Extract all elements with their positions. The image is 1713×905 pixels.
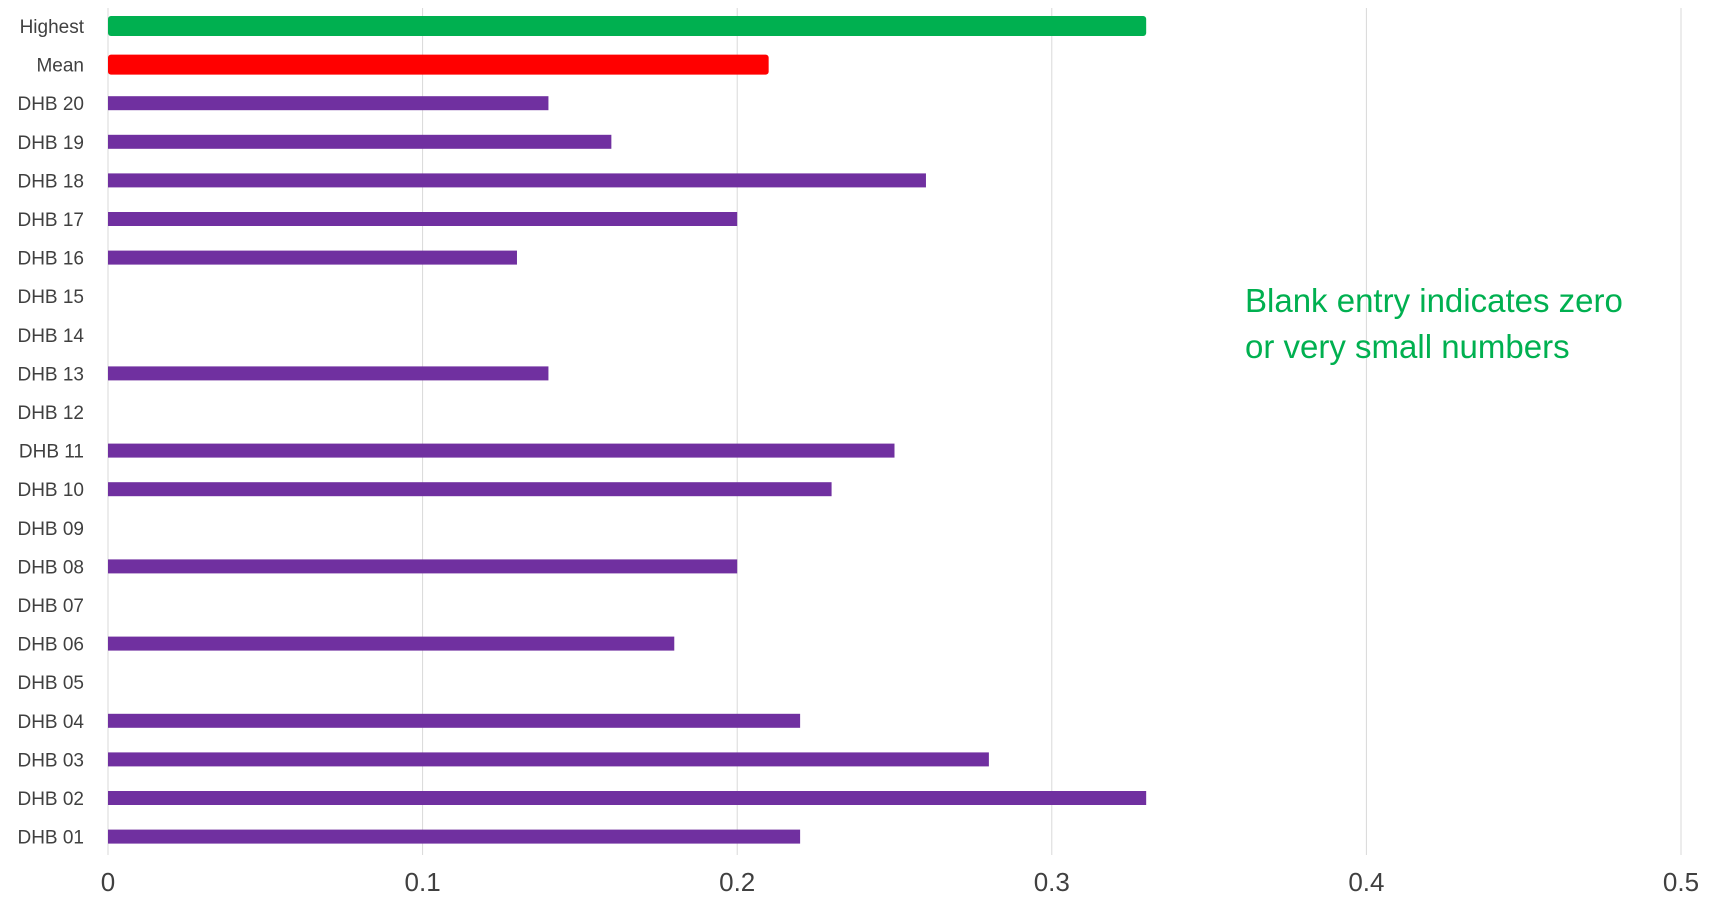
- category-label: DHB 11: [19, 442, 84, 463]
- bar-dhb-18: [108, 173, 926, 188]
- category-label: DHB 19: [17, 133, 84, 154]
- x-tick-label: 0.2: [719, 867, 755, 897]
- category-labels: Highest Mean DHB 20 DHB 19 DHB 18 DHB 17 DHB 1…: [17, 17, 84, 849]
- bar-dhb-17: [108, 212, 738, 226]
- bar-highest: [108, 16, 1147, 36]
- category-label: Mean: [36, 56, 84, 77]
- bar-mean: [108, 54, 769, 75]
- category-label: Highest: [20, 17, 85, 38]
- category-label: DHB 16: [17, 249, 84, 270]
- category-label: DHB 13: [17, 364, 84, 385]
- category-label: DHB 20: [17, 94, 84, 115]
- annotation-line-1: Blank entry indicates zero: [1245, 282, 1623, 319]
- bar-dhb-08: [108, 559, 738, 574]
- bar-dhb-01: [108, 829, 801, 844]
- category-label: DHB 04: [17, 712, 84, 733]
- category-label: DHB 17: [17, 210, 84, 231]
- category-label: DHB 06: [17, 635, 84, 656]
- x-tick-label: 0: [101, 867, 115, 897]
- category-label: DHB 09: [17, 519, 84, 540]
- bar-dhb-02: [108, 791, 1147, 805]
- bar-dhb-16: [108, 250, 517, 265]
- category-label: DHB 12: [17, 403, 84, 424]
- category-label: DHB 02: [17, 789, 84, 810]
- bar-dhb-04: [108, 713, 801, 728]
- category-label: DHB 07: [17, 596, 84, 617]
- bar-dhb-03: [108, 752, 989, 767]
- bar-dhb-20: [108, 96, 549, 111]
- bar-dhb-13: [108, 366, 549, 381]
- annotation-note: Blank entry indicates zero or very small…: [1245, 278, 1705, 370]
- category-label: DHB 18: [17, 171, 84, 192]
- x-tick-label: 0.4: [1348, 867, 1384, 897]
- bar-dhb-06: [108, 636, 675, 651]
- annotation-line-2: or very small numbers: [1245, 328, 1570, 365]
- category-label: DHB 01: [17, 828, 84, 849]
- x-tick-label: 0.1: [405, 867, 441, 897]
- category-label: DHB 10: [17, 480, 84, 501]
- category-label: DHB 14: [17, 326, 84, 347]
- category-label: DHB 05: [17, 673, 84, 694]
- category-label: DHB 15: [17, 287, 84, 308]
- bar-dhb-10: [108, 482, 832, 497]
- bars: [108, 16, 1147, 844]
- x-tick-label: 0.5: [1663, 867, 1699, 897]
- x-tick-label: 0.3: [1034, 867, 1070, 897]
- bar-dhb-19: [108, 134, 612, 149]
- category-label: DHB 08: [17, 557, 84, 578]
- category-label: DHB 03: [17, 750, 84, 771]
- x-tick-labels: 0 0.1 0.2 0.3 0.4 0.5: [101, 867, 1699, 897]
- bar-dhb-11: [108, 443, 895, 458]
